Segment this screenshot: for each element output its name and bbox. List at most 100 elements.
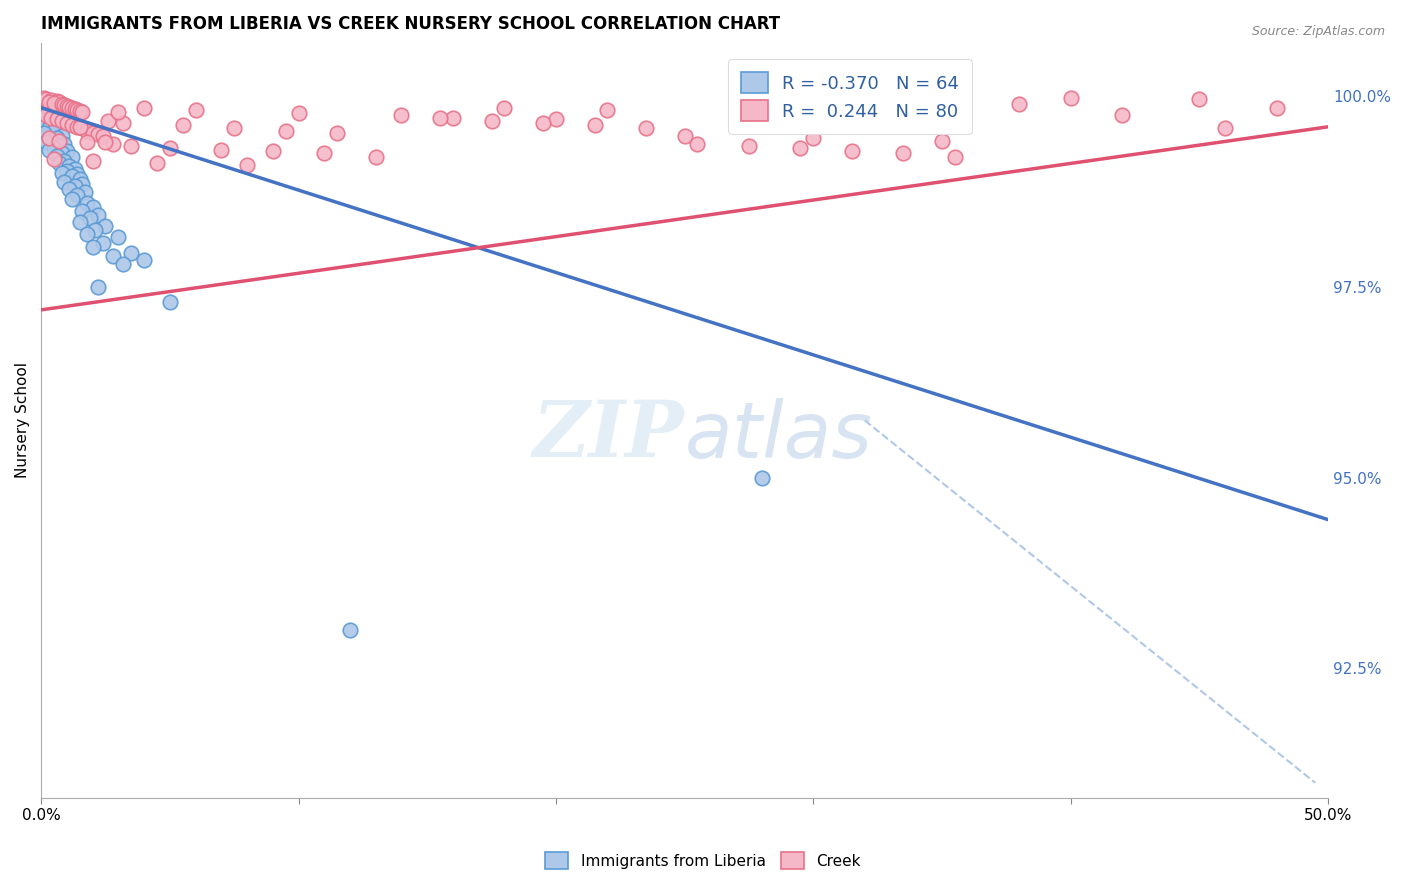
Point xyxy=(58,160,80,174)
Point xyxy=(56,99,79,113)
Point xyxy=(38,106,60,120)
Point xyxy=(87,128,110,142)
Point xyxy=(751,471,773,485)
Point xyxy=(262,145,284,159)
Point xyxy=(72,121,94,136)
Point xyxy=(112,257,135,271)
Point xyxy=(481,113,503,128)
Point xyxy=(82,126,104,140)
Point xyxy=(66,167,89,181)
Point xyxy=(41,111,63,125)
Point xyxy=(841,145,863,159)
Point xyxy=(236,158,259,172)
Point xyxy=(596,103,619,117)
Point xyxy=(58,100,80,114)
Point xyxy=(84,223,107,237)
Point xyxy=(69,120,91,134)
Point xyxy=(42,141,65,155)
Text: IMMIGRANTS FROM LIBERIA VS CREEK NURSERY SCHOOL CORRELATION CHART: IMMIGRANTS FROM LIBERIA VS CREEK NURSERY… xyxy=(41,15,780,33)
Point xyxy=(42,96,65,111)
Point xyxy=(48,139,70,153)
Point xyxy=(132,253,155,268)
Point xyxy=(1188,92,1211,106)
Point xyxy=(38,95,60,109)
Point xyxy=(82,240,104,254)
Point xyxy=(69,171,91,186)
Point xyxy=(63,102,86,116)
Point xyxy=(76,227,98,241)
Point xyxy=(107,104,129,119)
Point xyxy=(103,136,125,151)
Point xyxy=(72,203,94,218)
Point xyxy=(32,96,55,111)
Point xyxy=(60,169,83,184)
Point xyxy=(82,154,104,169)
Point xyxy=(45,118,67,132)
Point xyxy=(32,112,55,127)
Point xyxy=(391,108,413,122)
Point xyxy=(41,120,63,134)
Point xyxy=(339,624,361,638)
Point xyxy=(51,113,73,128)
Point xyxy=(274,123,297,137)
Point xyxy=(48,156,70,170)
Point xyxy=(38,131,60,145)
Point xyxy=(41,111,63,125)
Point xyxy=(94,135,117,149)
Point xyxy=(35,116,58,130)
Point xyxy=(53,175,76,189)
Point xyxy=(326,126,349,140)
Point xyxy=(42,103,65,117)
Point xyxy=(931,134,953,148)
Point xyxy=(87,280,110,294)
Point xyxy=(544,112,567,127)
Text: Source: ZipAtlas.com: Source: ZipAtlas.com xyxy=(1251,25,1385,38)
Point xyxy=(1213,121,1236,136)
Point xyxy=(38,113,60,128)
Point xyxy=(53,98,76,112)
Point xyxy=(69,215,91,229)
Point xyxy=(69,103,91,118)
Point xyxy=(1111,108,1133,122)
Point xyxy=(66,120,89,134)
Point xyxy=(38,143,60,157)
Point xyxy=(673,128,696,143)
Point xyxy=(56,164,79,178)
Text: ZIP: ZIP xyxy=(533,397,685,474)
Point xyxy=(45,112,67,127)
Point xyxy=(72,104,94,119)
Point xyxy=(76,196,98,211)
Point xyxy=(60,101,83,115)
Point xyxy=(97,113,120,128)
Point xyxy=(132,101,155,115)
Point xyxy=(45,94,67,108)
Legend: Immigrants from Liberia, Creek: Immigrants from Liberia, Creek xyxy=(540,846,866,875)
Point xyxy=(51,96,73,111)
Y-axis label: Nursery School: Nursery School xyxy=(15,362,30,478)
Point xyxy=(287,106,309,120)
Point xyxy=(686,136,709,151)
Point xyxy=(1008,96,1031,111)
Point xyxy=(41,93,63,107)
Point xyxy=(79,211,101,226)
Point xyxy=(172,118,194,132)
Point xyxy=(63,161,86,176)
Point xyxy=(146,156,169,170)
Point xyxy=(32,126,55,140)
Point xyxy=(41,134,63,148)
Point xyxy=(893,146,915,161)
Point xyxy=(159,141,181,155)
Point xyxy=(42,123,65,137)
Point xyxy=(107,230,129,244)
Point xyxy=(63,179,86,194)
Point xyxy=(738,139,761,153)
Point xyxy=(87,207,110,221)
Point xyxy=(224,121,246,136)
Point xyxy=(209,143,232,157)
Point xyxy=(94,219,117,233)
Point xyxy=(48,107,70,121)
Point xyxy=(56,116,79,130)
Point xyxy=(789,141,811,155)
Point xyxy=(801,131,824,145)
Point xyxy=(32,91,55,105)
